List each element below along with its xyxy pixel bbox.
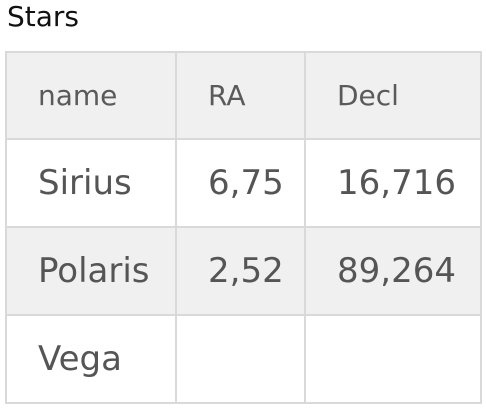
table-row: Vega bbox=[5, 314, 482, 404]
cell-decl bbox=[304, 314, 482, 404]
column-header-ra: RA bbox=[175, 51, 306, 140]
stars-table: name RA Decl Sirius 6,75 16,716 Polaris … bbox=[5, 51, 482, 404]
cell-decl: 89,264 bbox=[304, 226, 482, 316]
cell-name: Polaris bbox=[5, 226, 177, 316]
page-title: Stars bbox=[7, 0, 80, 33]
cell-name: Sirius bbox=[5, 138, 177, 228]
cell-name: Vega bbox=[5, 314, 177, 404]
cell-ra bbox=[175, 314, 306, 404]
cell-decl: 16,716 bbox=[304, 138, 482, 228]
table-row: Sirius 6,75 16,716 bbox=[5, 138, 482, 228]
cell-ra: 2,52 bbox=[175, 226, 306, 316]
table-row: Polaris 2,52 89,264 bbox=[5, 226, 482, 316]
cell-ra: 6,75 bbox=[175, 138, 306, 228]
column-header-name: name bbox=[5, 51, 177, 140]
table-header-row: name RA Decl bbox=[5, 51, 482, 140]
column-header-decl: Decl bbox=[304, 51, 482, 140]
